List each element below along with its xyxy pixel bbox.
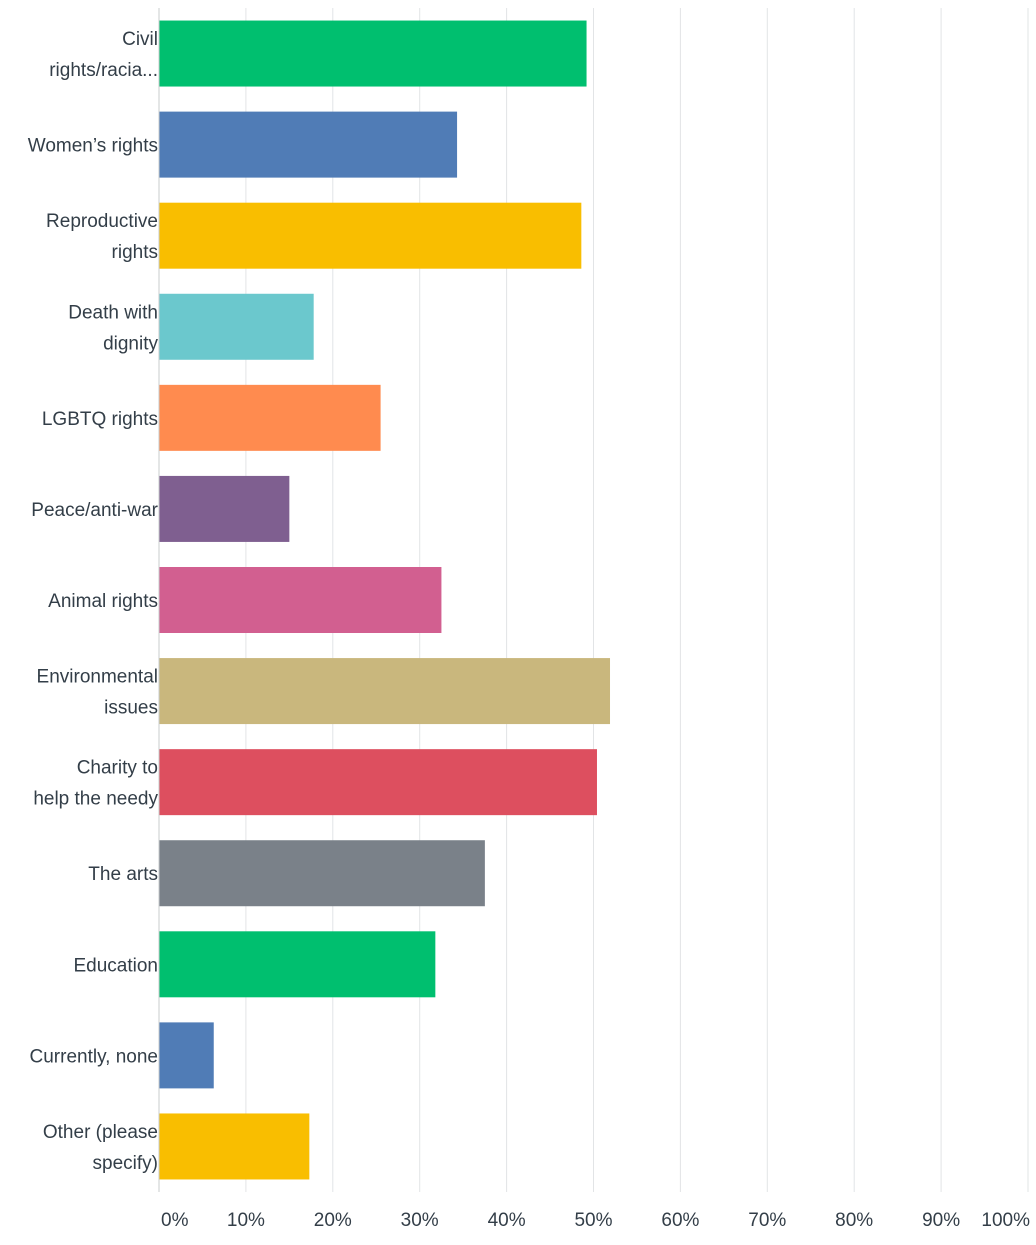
category-label: Charity to (77, 758, 158, 779)
bar (159, 475, 290, 542)
category-label: specify) (93, 1153, 158, 1174)
bar (159, 293, 314, 360)
bar (159, 1113, 310, 1180)
category-label: Other (please (43, 1122, 158, 1143)
bar (159, 20, 587, 87)
x-tick-label: 30% (401, 1210, 439, 1231)
category-label: Animal rights (48, 591, 158, 612)
x-tick-label: 60% (661, 1210, 699, 1231)
category-label: Women’s rights (28, 136, 158, 157)
bar (159, 840, 485, 907)
category-label: Death with (68, 302, 158, 323)
bars (159, 20, 611, 1180)
category-label: Civil (122, 29, 158, 50)
x-tick-label: 50% (574, 1210, 612, 1231)
category-label: help the needy (33, 789, 158, 810)
category-label: issues (104, 698, 158, 719)
category-label: Environmental (37, 667, 158, 688)
category-labels: Civil rights/racia... Women’s rights Reprod… (28, 29, 159, 1174)
category-label: The arts (88, 864, 158, 885)
category-label: rights/racia... (49, 60, 158, 81)
x-tick-label: 20% (314, 1210, 352, 1231)
category-label: Education (73, 955, 158, 976)
category-label: Peace/anti-war (31, 500, 158, 521)
bar (159, 1022, 214, 1089)
category-label: LGBTQ rights (42, 409, 158, 430)
bar (159, 384, 381, 451)
category-label: dignity (103, 333, 158, 354)
x-tick-label: 0% (161, 1210, 189, 1231)
category-label: Reproductive (46, 211, 158, 232)
x-tick-label: 40% (488, 1210, 526, 1231)
x-tick-label: 70% (748, 1210, 786, 1231)
x-tick-label: 10% (227, 1210, 265, 1231)
x-tick-label: 90% (922, 1210, 960, 1231)
category-label: rights (112, 242, 158, 263)
bar (159, 749, 597, 816)
bar (159, 202, 582, 269)
x-tick-label: 80% (835, 1210, 873, 1231)
bar (159, 567, 442, 633)
bar (159, 111, 458, 178)
x-tick-label: 100% (981, 1210, 1030, 1231)
bar (159, 658, 611, 725)
x-axis-tick-labels: 0% 10% 20% 30% 40% 50% 60% 70% 80% 90% 100% (161, 1210, 1030, 1231)
bar (159, 931, 436, 998)
category-label: Currently, none (30, 1046, 159, 1067)
